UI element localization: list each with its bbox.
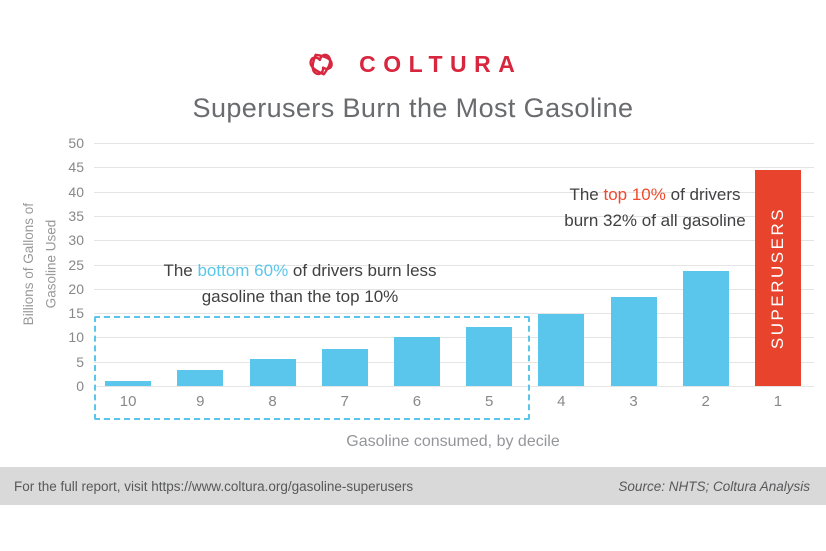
gridline bbox=[94, 167, 814, 169]
y-axis-title-line1: Billions of Gallons of bbox=[21, 203, 36, 326]
annotation-top10: The top 10% of drivers burn 32% of all g… bbox=[551, 182, 759, 233]
brand-logo: COLTURA bbox=[0, 46, 826, 82]
gridline bbox=[94, 386, 814, 387]
gridline bbox=[94, 191, 814, 193]
bar-slot bbox=[164, 143, 236, 386]
x-tick-label-decile-1: 1 bbox=[773, 393, 783, 410]
annotation-segment: top 10% bbox=[603, 185, 666, 204]
bottom-60-group-box bbox=[94, 316, 530, 420]
x-tick-label-decile-2: 2 bbox=[701, 393, 710, 410]
gridline bbox=[94, 288, 814, 290]
bar-decile-8 bbox=[249, 359, 296, 386]
bar-slot bbox=[525, 143, 597, 386]
footer-band: For the full report, visit https://www.c… bbox=[0, 467, 826, 505]
y-tick-label: 5 bbox=[76, 353, 84, 370]
y-tick-label: 40 bbox=[68, 183, 84, 200]
gridline bbox=[94, 264, 814, 266]
x-axis-title: Gasoline consumed, by decile bbox=[346, 433, 560, 450]
bar-decile-1: SUPERUSERS bbox=[754, 169, 801, 386]
bar-decile-7 bbox=[321, 349, 368, 386]
annotation-segment: of drivers burn less gasoline than the t… bbox=[201, 261, 437, 306]
bar-slot bbox=[597, 143, 669, 386]
annotation-bottom60: The bottom 60% of drivers burn less gaso… bbox=[158, 258, 442, 309]
x-tick-label-decile-7: 7 bbox=[340, 393, 349, 410]
y-tick-label: 20 bbox=[68, 280, 84, 297]
footer-source-text: Source: NHTS; Coltura Analysis bbox=[618, 478, 810, 494]
y-tick-label: 10 bbox=[68, 329, 84, 346]
chart-title: Superusers Burn the Most Gasoline bbox=[192, 93, 634, 123]
gridline bbox=[94, 215, 814, 217]
bar-slot: SUPERUSERS bbox=[742, 143, 814, 386]
bar-slot bbox=[381, 143, 453, 386]
y-ticks: 0 5 10 15 20 25 30 35 40 45 50 bbox=[48, 135, 84, 394]
x-tick-label-decile-10: 10 bbox=[119, 393, 137, 410]
gridline bbox=[94, 361, 814, 363]
annotation-segment: bottom 60% bbox=[197, 261, 289, 280]
brand-wordmark: COLTURA bbox=[359, 50, 523, 77]
coltura-hearts-icon bbox=[308, 53, 333, 76]
annotation-segment: The bbox=[569, 185, 604, 204]
bar-decile-6 bbox=[393, 337, 440, 386]
y-tick-label: 30 bbox=[68, 232, 84, 249]
x-tick-label-decile-5: 5 bbox=[484, 393, 494, 410]
bar-decile-2 bbox=[682, 271, 729, 386]
y-tick-label: 50 bbox=[68, 135, 84, 151]
x-tick-label-decile-4: 4 bbox=[557, 393, 566, 410]
y-tick-label: 25 bbox=[68, 256, 84, 273]
bar-decile-3 bbox=[610, 297, 657, 386]
annotation-segment: of drivers burn 32% of all gasoline bbox=[564, 185, 746, 230]
x-tick-label-decile-9: 9 bbox=[196, 393, 205, 410]
x-tick-label-decile-6: 6 bbox=[412, 393, 422, 410]
y-tick-label: 0 bbox=[76, 378, 84, 394]
gridline bbox=[94, 143, 814, 144]
bar-slot bbox=[453, 143, 525, 386]
gridline bbox=[94, 240, 814, 242]
plot-area: SUPERUSERS bbox=[92, 143, 814, 387]
bar-slot bbox=[92, 143, 164, 386]
y-tick-label: 35 bbox=[68, 207, 84, 224]
bar-decile-4 bbox=[538, 314, 585, 386]
bar-decile-10 bbox=[105, 381, 152, 386]
x-labels-row: 10 9 8 7 6 5 4 3 2 1 bbox=[92, 393, 814, 410]
x-tick-label-decile-3: 3 bbox=[629, 393, 638, 410]
bar-slot bbox=[309, 143, 381, 386]
x-tick-label-decile-8: 8 bbox=[268, 393, 277, 410]
footer-report-link-text: For the full report, visit https://www.c… bbox=[14, 478, 414, 494]
y-tick-label: 15 bbox=[68, 305, 84, 322]
annotation-segment: The bbox=[163, 261, 198, 280]
bar-decile-5 bbox=[466, 327, 513, 386]
bar-decile-9 bbox=[177, 369, 224, 386]
bar-slot bbox=[236, 143, 308, 386]
superusers-bar-label: SUPERUSERS bbox=[767, 206, 787, 349]
bars-row: SUPERUSERS bbox=[92, 143, 814, 386]
gridline bbox=[94, 337, 814, 339]
y-tick-label: 45 bbox=[68, 159, 84, 176]
bar-slot bbox=[670, 143, 742, 386]
gridline bbox=[94, 313, 814, 315]
